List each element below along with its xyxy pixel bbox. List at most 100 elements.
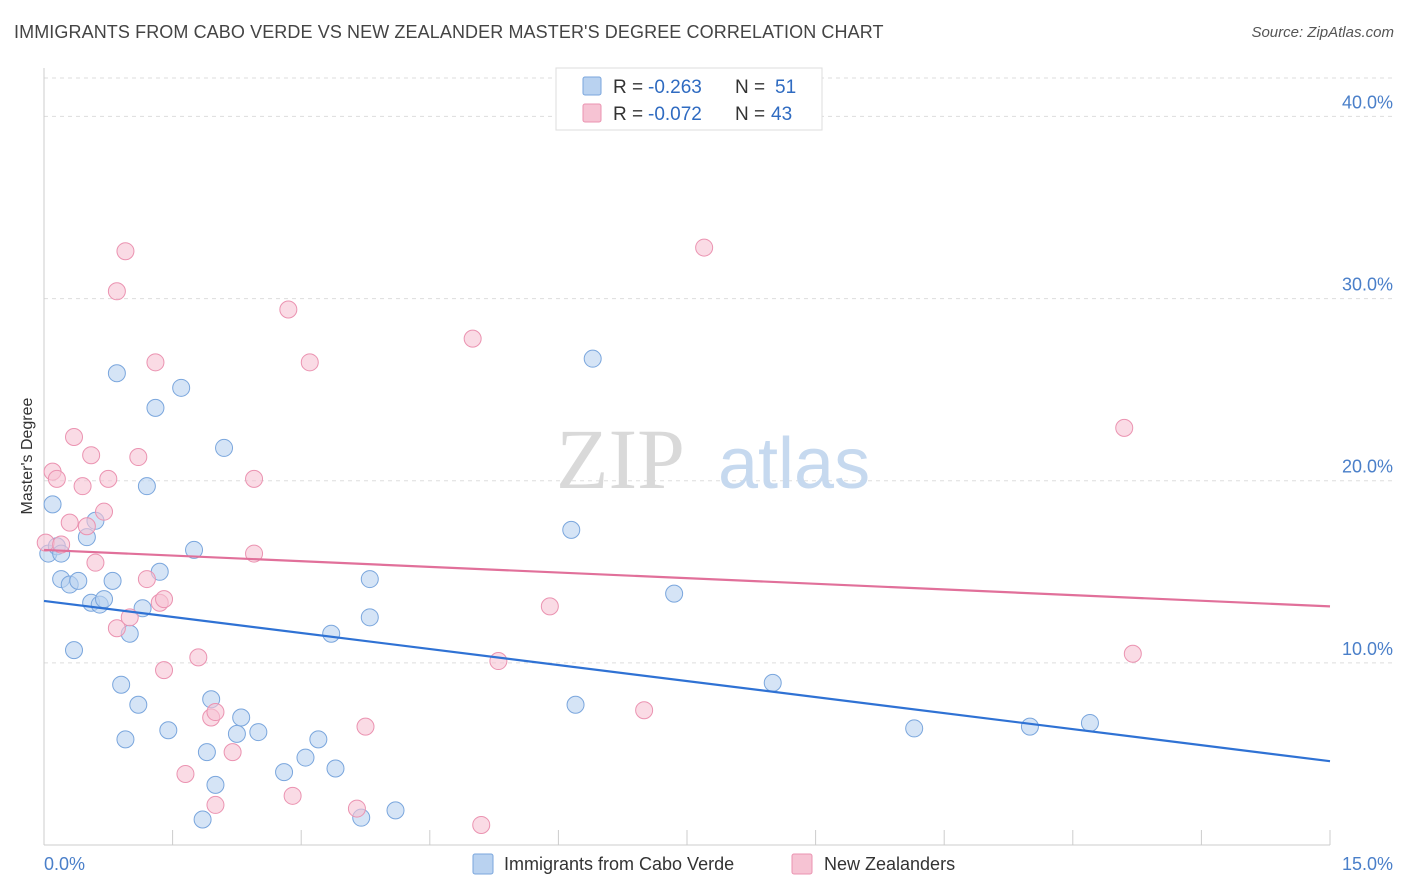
bottom-legend-swatch-pink [791,853,813,875]
bottom-legend: Immigrants from Cabo Verde New Zealander… [472,853,955,875]
y-tick-label-3: 40.0% [1342,92,1393,112]
legend-r-label-blue: R = [613,77,643,98]
new-zealanders-point-14 [116,242,135,261]
new-zealanders-point-33 [347,799,366,818]
new-zealanders-point-26 [206,703,225,722]
cabo-verde-point-42 [386,801,405,820]
new-zealanders-point-23 [189,648,208,667]
cabo-verde-point-43 [562,520,581,539]
new-zealanders-point-18 [146,353,165,372]
new-zealanders-point-42 [1123,644,1142,663]
x-tick-labels: 0.0% 15.0% [44,854,1393,874]
cabo-verde-point-40 [360,608,379,627]
cabo-verde-point-50 [1080,713,1099,732]
new-zealanders-point-34 [356,717,375,736]
new-zealanders-point-22 [176,764,195,783]
y-tick-label-0: 10.0% [1342,639,1393,659]
legend-n-value-pink: 43 [771,104,792,125]
new-zealanders-point-8 [82,446,101,465]
new-zealanders-point-9 [86,553,105,572]
new-zealanders-point-40 [695,238,714,257]
cabo-verde-point-26 [193,810,212,829]
cabo-verde-point-27 [197,743,216,762]
y-axis-label: Master's Degree [19,397,36,514]
new-zealanders-point-16 [129,448,148,467]
new-zealanders-point-12 [107,282,126,301]
cabo-verde-point-38 [326,759,345,778]
new-zealanders-point-35 [463,329,482,348]
cabo-verde-point-16 [116,730,135,749]
legend-box: R = -0.263 N = 51 R = -0.072 N = 43 [555,67,823,131]
new-zealanders-point-6 [73,477,92,496]
new-zealanders-point-0 [36,533,55,552]
new-zealanders-point-28 [245,469,264,488]
cabo-verde-point-35 [296,748,315,767]
gridlines [44,77,1392,664]
bottom-legend-swatch-blue [472,853,494,875]
cabo-verde-trend-line [43,599,1331,763]
cabo-verde-point-46 [665,584,684,603]
new-zealanders-point-27 [223,743,242,762]
legend-r-value-pink: -0.072 [648,104,702,125]
new-zealanders-point-37 [489,652,508,671]
cabo-verde-point-39 [360,570,379,589]
series-cabo-verde-points [39,349,1099,829]
cabo-verde-point-25 [185,540,204,559]
new-zealanders-point-41 [1115,418,1134,437]
x-ticks [172,830,1331,845]
cabo-verde-point-29 [206,775,225,794]
new-zealanders-point-3 [52,535,71,554]
watermark-atlas: atlas [718,424,870,504]
new-zealanders-point-13 [107,619,126,638]
cabo-verde-point-21 [146,398,165,417]
cabo-verde-point-14 [107,364,126,383]
new-zealanders-point-2 [47,469,66,488]
new-zealanders-point-36 [472,815,491,834]
y-tick-labels: 10.0% 20.0% 30.0% 40.0% [1342,92,1393,658]
cabo-verde-point-24 [172,378,191,397]
new-zealanders-point-25 [206,795,225,814]
cabo-verde-point-47 [763,673,782,692]
cabo-verde-point-33 [249,723,268,742]
cabo-verde-point-45 [583,349,602,368]
chart-title: IMMIGRANTS FROM CABO VERDE VS NEW ZEALAN… [14,22,884,42]
new-zealanders-point-21 [155,661,174,680]
cabo-verde-point-49 [1020,717,1039,736]
legend-r-label-pink: R = [613,104,643,125]
bottom-legend-label-pink: New Zealanders [824,854,955,874]
series-new-zealanders-points [36,238,1142,834]
cabo-verde-point-20 [137,477,156,496]
new-zealanders-trend-line [43,548,1331,608]
new-zealanders-point-38 [540,597,559,616]
legend-n-label-blue: N = [735,77,765,98]
new-zealanders-point-39 [635,701,654,720]
zipatlas-watermark: ZIP atlas [556,411,870,507]
cabo-verde-point-32 [232,708,251,727]
cabo-verde-point-34 [275,763,294,782]
legend-n-label-pink: N = [735,104,765,125]
new-zealanders-point-4 [60,513,79,532]
watermark-zip: ZIP [556,411,685,507]
new-zealanders-point-31 [283,786,302,805]
cabo-verde-point-44 [566,695,585,714]
source-label: Source: ZipAtlas.com [1251,24,1394,41]
cabo-verde-point-13 [103,571,122,590]
new-zealanders-point-20 [155,590,174,609]
cabo-verde-point-12 [95,590,114,609]
cabo-verde-point-18 [129,695,148,714]
cabo-verde-point-30 [215,438,234,457]
bottom-legend-label-blue: Immigrants from Cabo Verde [504,854,734,874]
new-zealanders-point-7 [77,517,96,536]
y-tick-label-1: 20.0% [1342,457,1393,477]
new-zealanders-point-17 [137,570,156,589]
new-zealanders-point-29 [245,544,264,563]
legend-swatch-blue [582,76,602,96]
cabo-verde-point-15 [112,675,131,694]
new-zealanders-point-11 [99,469,118,488]
trend-lines [43,548,1331,763]
new-zealanders-point-5 [65,428,84,446]
y-tick-label-2: 30.0% [1342,275,1393,295]
x-tick-label-1: 15.0% [1342,854,1393,874]
legend-r-value-blue: -0.263 [648,77,702,98]
cabo-verde-point-7 [69,571,88,590]
